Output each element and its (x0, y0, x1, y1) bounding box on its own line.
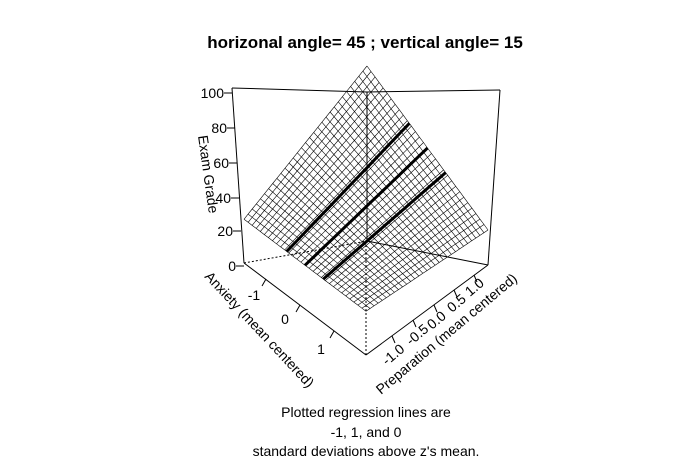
box-edge-front-right (365, 264, 489, 356)
prep-tick-mark-neg1 (391, 335, 396, 344)
regression-line-1 (303, 146, 429, 267)
surface-mesh-line-anx-27 (353, 213, 477, 303)
surface-mesh-line-anx-26 (349, 207, 473, 300)
box-edge-right-vertical (487, 89, 501, 266)
regression-surface (243, 65, 489, 312)
anxiety-axis: -1 0 1 Anxiety (mean centered) (202, 268, 335, 391)
caption: Plotted regression lines are -1, 1, and … (253, 404, 480, 459)
regression-line-0 (285, 122, 411, 253)
z-tick-label-20: 20 (217, 223, 233, 239)
caption-line-3: standard deviations above z's mean. (253, 443, 480, 459)
regression-line-2 (322, 171, 447, 281)
chart-title: horizonal angle= 45 ; vertical angle= 15 (207, 33, 523, 52)
prep-tick-mark-0 (433, 304, 438, 313)
surface-mesh-line-anx-28 (357, 218, 481, 306)
z-tick-label-60: 60 (213, 155, 229, 171)
z-axis-title: Exam Grade (195, 134, 222, 214)
anxiety-tick-label-neg1: -1 (248, 287, 261, 303)
prep-tick-mark-neg05 (412, 319, 417, 328)
anxiety-tick-label-1: 1 (317, 341, 325, 357)
surface-mesh-line-anx-18 (317, 164, 440, 275)
surface-mesh-line-anx-25 (345, 202, 468, 297)
z-tick-label-100: 100 (201, 85, 225, 101)
box-edge-left-vertical (231, 87, 245, 264)
box-edge-back-left-bottom (243, 240, 368, 264)
prep-tick-mark-1 (473, 274, 478, 283)
surface-mesh-line-anx-17 (312, 158, 436, 272)
z-tick-label-0: 0 (228, 258, 236, 274)
box-front-edges (231, 87, 501, 356)
anxiety-tick-mark-1 (329, 330, 335, 339)
anxiety-tick-mark-neg1 (261, 278, 267, 287)
surface-mesh-line-anx-23 (337, 191, 460, 291)
z-tick-label-40: 40 (215, 190, 231, 206)
anxiety-tick-mark-0 (295, 304, 301, 313)
caption-line-1: Plotted regression lines are (281, 404, 451, 420)
surface-mesh-line-anx-29 (361, 224, 485, 309)
surface-mesh-line-anx-30 (365, 229, 489, 312)
box-edge-back-top-right (366, 89, 501, 93)
anxiety-tick-label-0: 0 (281, 311, 289, 327)
prep-tick-mark-05 (453, 289, 458, 298)
caption-line-2: -1, 1, and 0 (331, 424, 402, 440)
box-edge-front-left (243, 262, 367, 356)
box-edge-back-top-left (231, 87, 368, 93)
z-axis: 0 20 40 60 80 100 Exam Grade (195, 85, 244, 274)
box-edge-back-bottom-right (366, 240, 489, 266)
z-tick-label-80: 80 (211, 120, 227, 136)
surface-mesh-line-anx-22 (333, 186, 456, 287)
